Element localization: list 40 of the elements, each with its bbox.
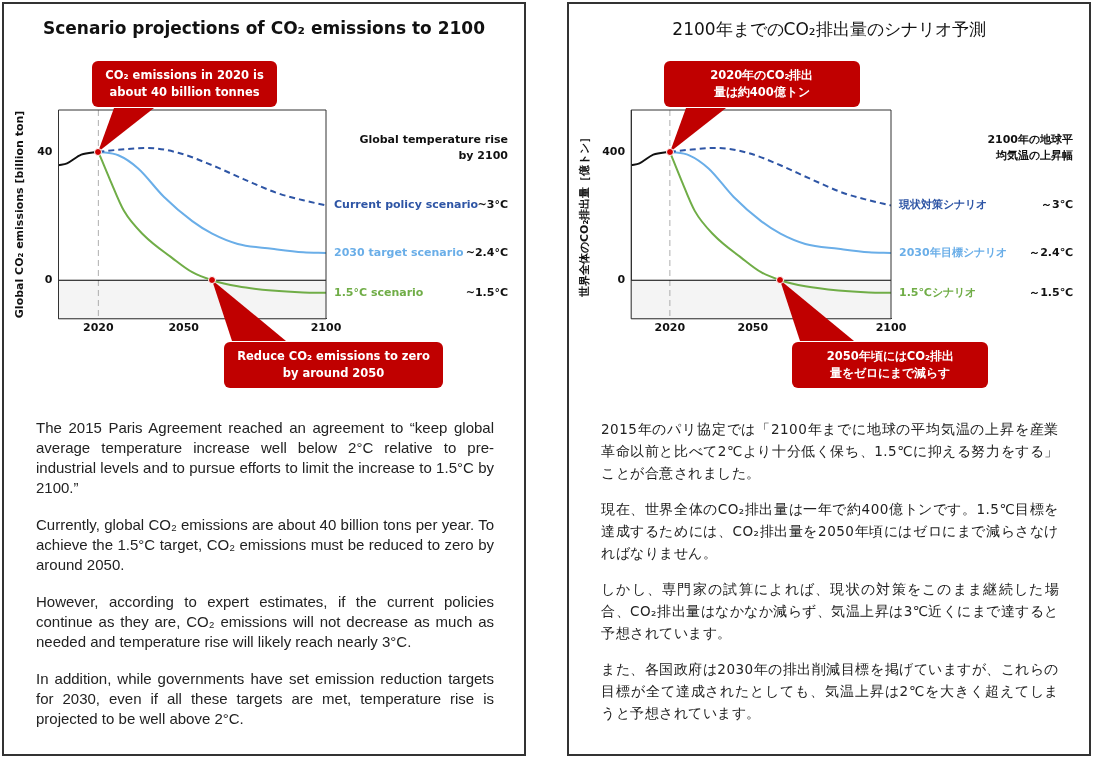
series-label: 1.5°C scenario: [334, 285, 424, 299]
y-axis-title: Global CO₂ emissions [billion ton]: [13, 110, 27, 319]
x-tick-label: 2050: [737, 321, 769, 335]
y-axis-title: 世界全体のCO₂排出量［億トン］: [578, 131, 592, 299]
x-tick-label: 2020: [83, 321, 114, 335]
text: However, according to expert estimates, if the current policies continue as they are, CO₂ emissions will not decrease as much as needed and temperature rise will likely reach nearly 3°C.: [36, 592, 494, 652]
text: Reduce CO₂ emissions to zero by around 2050: [224, 342, 443, 389]
text: ~1.5°C: [465, 285, 508, 299]
legend-title: 2100年の地球平均気温の上昇幅: [986, 132, 1073, 164]
series-label: 現状対策シナリオ: [898, 198, 987, 212]
chart-title: Scenario projections of CO₂ emissions to 2100: [42, 18, 486, 38]
y-tick-label: 0: [44, 273, 53, 287]
series-label: 2030年目標シナリオ: [899, 245, 1007, 259]
text: In addition, while governments have set emission reduction targets for 2030, even if all these targets are met, temperature rise is projected to be well above 2°C.: [36, 669, 494, 729]
x-tick-label: 2050: [168, 321, 200, 335]
x-tick-label: 2100: [875, 321, 907, 335]
legend-title: Global temperature rise by 2100: [359, 132, 508, 164]
text: Currently, global CO₂ emissions are about 40 billion tons per year. To achieve the 1.5°C target, CO₂ emissions must be reduced to zero by around 2050.: [36, 515, 494, 575]
text: 現在、世界全体のCO₂排出量は一年で約400億トンです。1.5℃目標を達成するためには、CO₂排出量を2050年頃にはゼロにまで減らさなければなりません。: [601, 500, 1059, 563]
text: ~2.4°C: [465, 245, 508, 259]
x-tick-label: 2100: [310, 321, 342, 335]
text: また、各国政府は2030年の排出削減目標を掲げていますが、これらの目標が全て達成されたとしても、気温上昇は2℃を大きく超えてしまうと予想されています。: [601, 660, 1059, 723]
y-tick-label: 40: [37, 144, 53, 158]
x-tick-label: 2020: [654, 321, 686, 335]
text: The 2015 Paris Agreement reached an agreement to “keep global average temperature increase well below 2°C relative to pre-industrial levels and to pursue efforts to limit the increase to 1.5°C by 2100.”: [36, 418, 494, 498]
text: CO₂ emissions in 2020 is about 40 billion tonnes: [92, 60, 277, 107]
text: ～3℃: [1041, 198, 1073, 212]
text: 2020年のCO₂排出量は約400億トン: [663, 60, 860, 107]
text: 2050年頃にはCO₂排出量をゼロにまで減らす: [792, 342, 989, 389]
text: ~3°C: [477, 198, 508, 212]
text: 2015年のパリ協定では「2100年までに地球の平均気温の上昇を産業革命以前と比べて2℃より十分低く保ち、1.5℃に抑える努力をする」ことが合意されました。: [601, 420, 1059, 483]
y-tick-label: 400: [602, 144, 626, 158]
text: ～2.4℃: [1029, 245, 1073, 259]
series-label: 2030 target scenario: [334, 245, 464, 259]
text: ～1.5℃: [1029, 285, 1073, 299]
chart-title: 2100年までのCO₂排出量のシナリオ予測: [671, 18, 987, 41]
series-label: Current policy scenario: [334, 198, 479, 212]
text: しかし、専門家の試算によれば、現状の対策をこのまま継続した場合、CO₂排出量はなかなか減らず、気温上昇は3℃近くにまで達すると予想されています。: [601, 580, 1059, 643]
y-tick-label: 0: [617, 273, 626, 287]
series-label: 1.5℃シナリオ: [899, 285, 976, 299]
